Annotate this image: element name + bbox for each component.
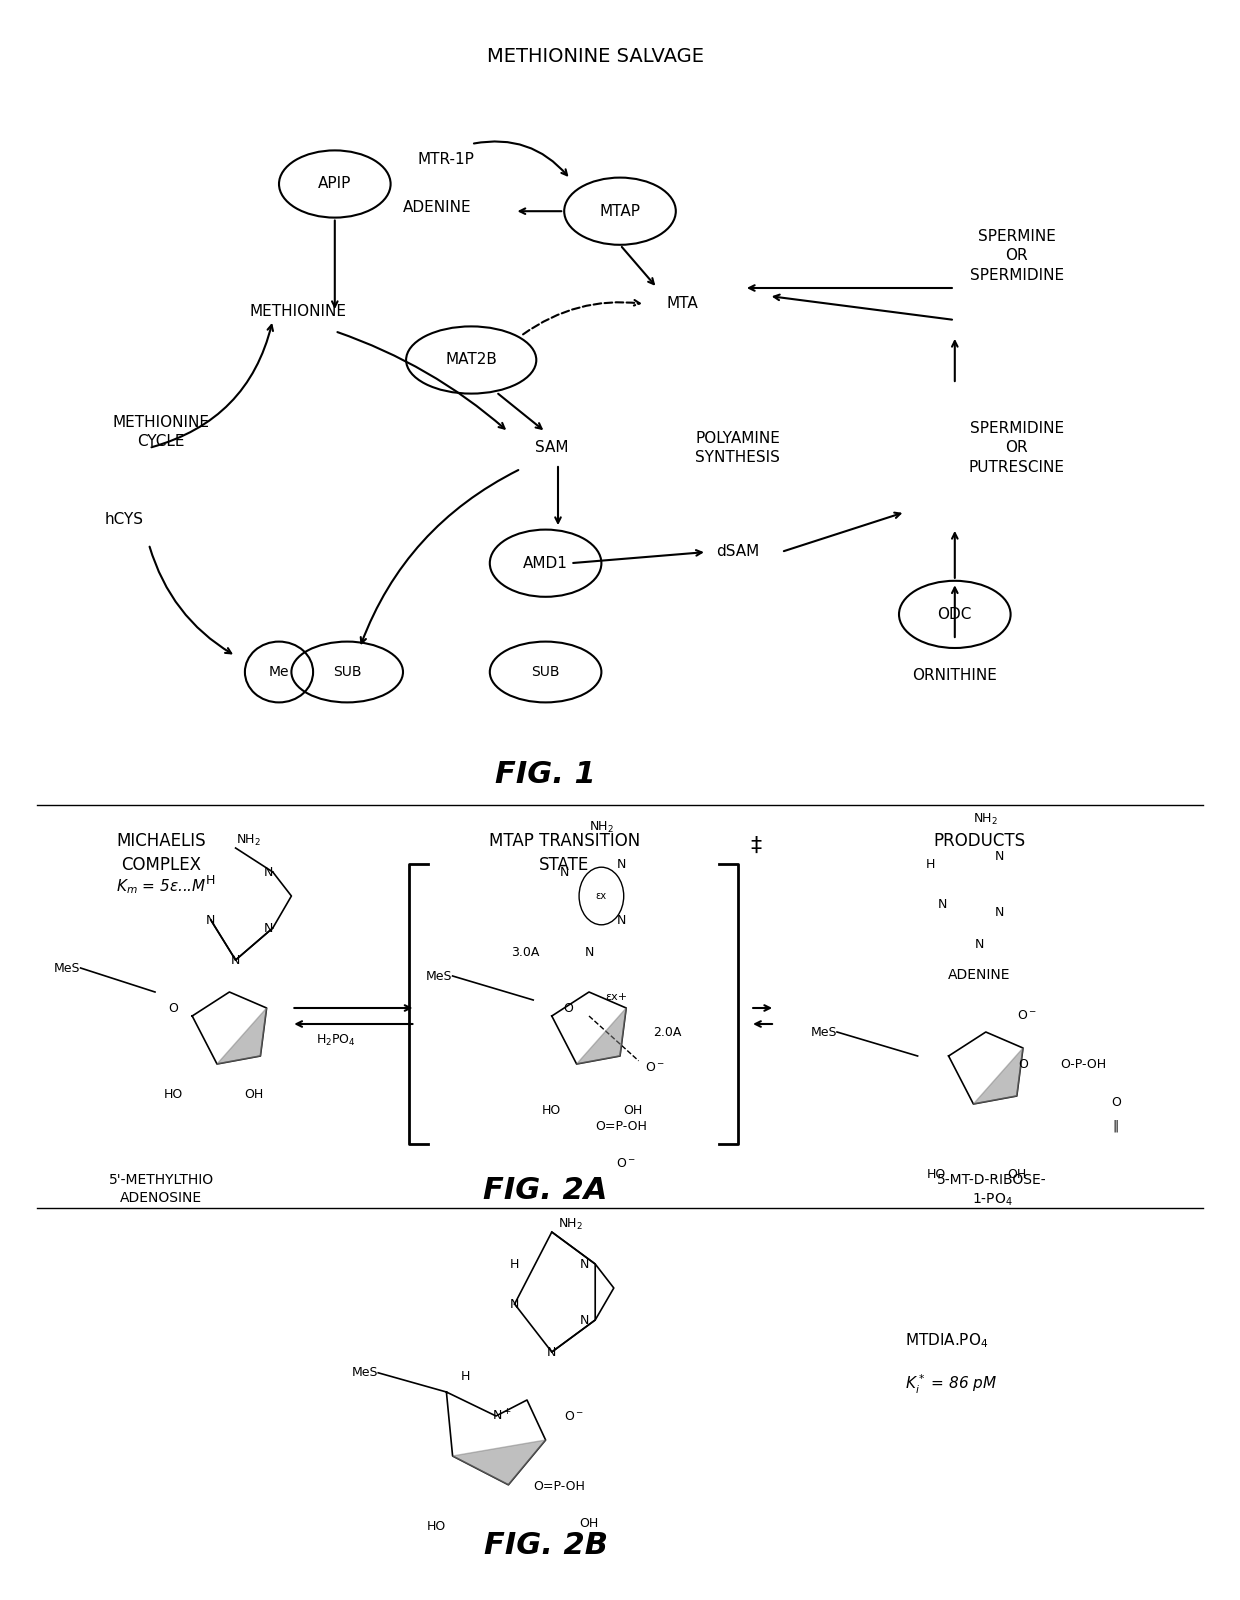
Text: N: N (579, 1258, 589, 1270)
Text: O: O (169, 1002, 179, 1014)
Text: O-P-OH: O-P-OH (1060, 1058, 1106, 1070)
Text: H: H (510, 1258, 520, 1270)
Text: MeS: MeS (55, 962, 81, 974)
Text: NH$_2$: NH$_2$ (973, 813, 998, 827)
Text: dSAM: dSAM (717, 544, 759, 560)
Text: O$^-$: O$^-$ (564, 1410, 584, 1422)
Text: O=P-OH: O=P-OH (533, 1480, 585, 1493)
Text: HO: HO (164, 1088, 184, 1101)
Text: O$^-$: O$^-$ (616, 1157, 636, 1170)
Text: 5-MT-D-RIBOSE-
1-PO$_4$: 5-MT-D-RIBOSE- 1-PO$_4$ (937, 1173, 1047, 1208)
Text: PRODUCTS: PRODUCTS (934, 832, 1025, 850)
Text: FIG. 1: FIG. 1 (495, 760, 596, 789)
Text: N: N (510, 1298, 520, 1310)
Text: H$_2$PO$_4$: H$_2$PO$_4$ (316, 1032, 356, 1048)
Text: MTDIA.PO$_4$: MTDIA.PO$_4$ (905, 1331, 988, 1350)
Text: O$^-$: O$^-$ (1017, 1010, 1037, 1022)
Text: HO: HO (926, 1168, 946, 1181)
Text: ‖: ‖ (1112, 1120, 1120, 1133)
Text: MeS: MeS (352, 1366, 378, 1379)
Text: MeS: MeS (427, 970, 453, 982)
Text: APIP: APIP (319, 176, 351, 192)
Polygon shape (453, 1440, 546, 1485)
Text: N: N (616, 858, 626, 870)
Text: N: N (994, 850, 1004, 862)
Text: SAM: SAM (534, 440, 569, 456)
Text: OH: OH (244, 1088, 264, 1101)
Text: 2.0A: 2.0A (653, 1026, 682, 1038)
Text: MTR-1P: MTR-1P (418, 152, 475, 168)
Text: N$^+$: N$^+$ (492, 1408, 512, 1424)
Text: ADENINE: ADENINE (949, 968, 1011, 982)
Text: ADENINE: ADENINE (403, 200, 471, 216)
Text: $K_i^*$ = 86 pM: $K_i^*$ = 86 pM (905, 1373, 997, 1395)
Text: $K_m$ = 5ε...M: $K_m$ = 5ε...M (115, 877, 207, 896)
Text: SPERMIDINE
OR
PUTRESCINE: SPERMIDINE OR PUTRESCINE (968, 421, 1065, 475)
Text: N: N (616, 914, 626, 926)
Text: NH$_2$: NH$_2$ (236, 834, 260, 848)
Text: N: N (975, 938, 985, 950)
Text: FIG. 2B: FIG. 2B (484, 1531, 608, 1560)
Text: SUB: SUB (532, 666, 559, 678)
Polygon shape (973, 1048, 1023, 1104)
Text: O$^-$: O$^-$ (645, 1061, 665, 1074)
Text: H: H (206, 874, 216, 886)
Text: MTAP TRANSITION
STATE: MTAP TRANSITION STATE (489, 832, 640, 874)
Text: εx: εx (596, 891, 606, 901)
Text: NH$_2$: NH$_2$ (589, 821, 614, 835)
Text: HO: HO (427, 1520, 446, 1533)
Text: hCYS: hCYS (104, 512, 144, 528)
Text: MAT2B: MAT2B (445, 352, 497, 368)
Text: N: N (231, 954, 241, 966)
Text: METHIONINE
CYCLE: METHIONINE CYCLE (113, 414, 210, 450)
Text: MICHAELIS
COMPLEX: MICHAELIS COMPLEX (117, 832, 206, 874)
Text: ODC: ODC (937, 606, 972, 622)
Text: METHIONINE SALVAGE: METHIONINE SALVAGE (486, 46, 703, 66)
Text: H: H (925, 858, 935, 870)
Text: Me: Me (269, 666, 289, 678)
Text: 5'-METHYLTHIO
ADENOSINE: 5'-METHYLTHIO ADENOSINE (109, 1173, 213, 1205)
Text: ‡: ‡ (750, 835, 761, 856)
Polygon shape (217, 1008, 267, 1064)
Text: N: N (584, 946, 594, 958)
Text: N: N (547, 1346, 557, 1358)
Polygon shape (577, 1008, 626, 1064)
Text: MTA: MTA (666, 296, 698, 312)
Text: N: N (579, 1314, 589, 1326)
Text: OH: OH (622, 1104, 642, 1117)
Text: O: O (1018, 1058, 1028, 1070)
Text: N: N (937, 898, 947, 910)
Text: HO: HO (542, 1104, 562, 1117)
Text: H: H (460, 1370, 470, 1382)
Text: N: N (206, 914, 216, 926)
Text: N: N (994, 906, 1004, 918)
Text: O: O (563, 1002, 573, 1014)
Text: NH$_2$: NH$_2$ (558, 1218, 583, 1232)
Text: MTAP: MTAP (599, 203, 641, 219)
Text: N: N (263, 922, 273, 934)
Text: SPERMINE
OR
SPERMIDINE: SPERMINE OR SPERMIDINE (970, 229, 1064, 283)
Text: POLYAMINE
SYNTHESIS: POLYAMINE SYNTHESIS (696, 430, 780, 466)
Text: O=P-OH: O=P-OH (595, 1120, 647, 1133)
Text: N: N (263, 866, 273, 878)
Text: AMD1: AMD1 (523, 555, 568, 571)
Text: N: N (559, 866, 569, 878)
Text: OH: OH (579, 1517, 599, 1530)
Text: 3.0A: 3.0A (511, 946, 539, 958)
Text: O: O (1111, 1096, 1121, 1109)
Text: SUB: SUB (334, 666, 361, 678)
Text: ORNITHINE: ORNITHINE (913, 667, 997, 683)
Text: OH: OH (1007, 1168, 1027, 1181)
Text: METHIONINE: METHIONINE (249, 304, 346, 320)
Text: FIG. 2A: FIG. 2A (484, 1176, 608, 1205)
Text: εx+: εx+ (605, 992, 627, 1002)
Text: MeS: MeS (811, 1026, 837, 1038)
